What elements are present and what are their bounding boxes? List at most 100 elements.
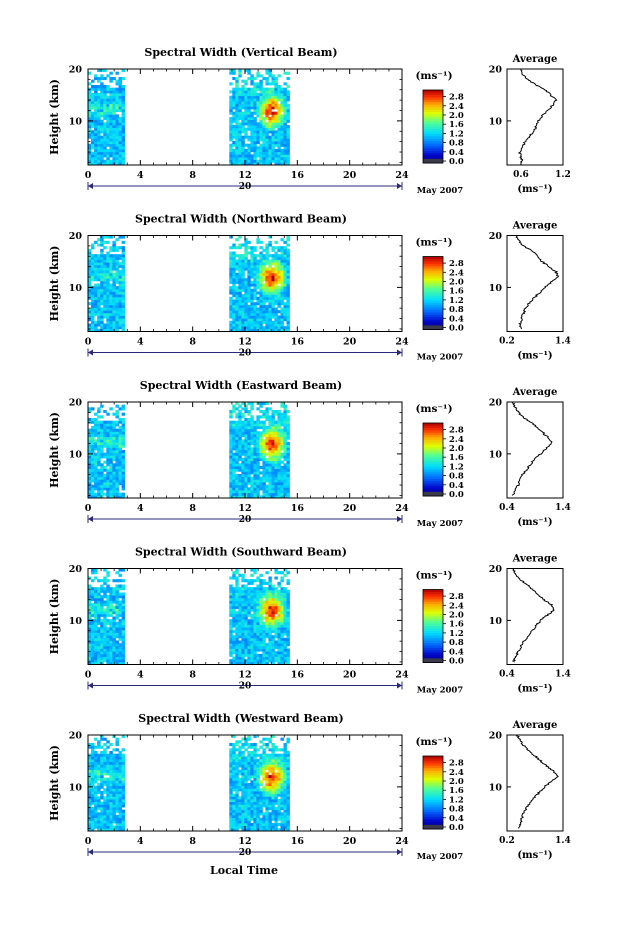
heatmap-cell bbox=[262, 119, 266, 123]
heatmap-cell bbox=[238, 645, 242, 649]
heatmap-cell bbox=[259, 619, 263, 623]
heatmap-cell bbox=[106, 637, 110, 641]
heatmap-cell bbox=[235, 246, 239, 250]
heatmap-cell bbox=[250, 304, 254, 308]
heatmap-cell bbox=[100, 801, 104, 805]
heatmap-cell bbox=[283, 315, 287, 319]
heatmap-cell bbox=[121, 302, 126, 306]
heatmap-cell bbox=[238, 587, 242, 591]
heatmap-cell bbox=[280, 434, 284, 438]
heatmap-cell bbox=[100, 627, 104, 631]
heatmap-cell bbox=[100, 256, 104, 260]
heatmap-cell bbox=[286, 235, 290, 239]
heatmap-cell bbox=[283, 637, 287, 641]
heatmap-cell bbox=[250, 605, 254, 609]
heatmap-cell bbox=[238, 426, 242, 430]
heatmap-cell bbox=[271, 146, 275, 150]
heatmap-cell bbox=[277, 627, 281, 631]
heatmap-cell bbox=[241, 135, 245, 139]
heatmap-cell bbox=[253, 98, 257, 102]
heatmap-cell bbox=[109, 823, 113, 827]
heatmap-cell bbox=[250, 162, 254, 166]
x-tick-label: 0 bbox=[85, 337, 92, 348]
heatmap-cell bbox=[286, 151, 290, 155]
heatmap-cell bbox=[106, 608, 110, 612]
heatmap-cell bbox=[115, 127, 119, 131]
colorbar-segment bbox=[423, 589, 443, 593]
heatmap-cell bbox=[118, 780, 122, 784]
heatmap-cell bbox=[283, 138, 287, 142]
heatmap-cell bbox=[232, 141, 236, 145]
heatmap-cell bbox=[115, 793, 119, 797]
heatmap-cell bbox=[91, 796, 95, 800]
heatmap-cell bbox=[229, 122, 233, 126]
heatmap-cell bbox=[241, 157, 245, 161]
heatmap-cell bbox=[259, 613, 263, 617]
heatmap-cell bbox=[235, 426, 239, 430]
heatmap-cell bbox=[277, 444, 281, 448]
heatmap-cell bbox=[106, 439, 110, 443]
heatmap-cell bbox=[283, 251, 287, 255]
heatmap-cell bbox=[100, 605, 104, 609]
heatmap-cell bbox=[94, 463, 98, 467]
heatmap-cell bbox=[274, 278, 278, 282]
heatmap-cell bbox=[115, 820, 119, 824]
colorbar-segment bbox=[423, 256, 443, 260]
heatmap-cell bbox=[121, 767, 126, 771]
heatmap-cell bbox=[244, 243, 248, 247]
colorbar-segment bbox=[423, 116, 443, 120]
heatmap-cell bbox=[268, 328, 272, 332]
heatmap-cell bbox=[283, 828, 287, 832]
heatmap-cell bbox=[94, 772, 98, 776]
heatmap-cell bbox=[115, 130, 119, 134]
heatmap-cell bbox=[235, 490, 239, 494]
heatmap-cell bbox=[244, 133, 248, 137]
heatmap-cell bbox=[235, 444, 239, 448]
heatmap-cell bbox=[259, 310, 263, 314]
heatmap-cell bbox=[256, 613, 260, 617]
heatmap-cell bbox=[268, 640, 272, 644]
heatmap-cell bbox=[88, 466, 92, 470]
heatmap-cell bbox=[232, 820, 236, 824]
heatmap-cell bbox=[253, 627, 257, 631]
heatmap-cell bbox=[118, 262, 122, 266]
heatmap-cell bbox=[121, 404, 126, 408]
heatmap-cell bbox=[91, 143, 95, 147]
heatmap-cell bbox=[112, 434, 116, 438]
heatmap-cell bbox=[232, 619, 236, 623]
heatmap-cell bbox=[109, 490, 113, 494]
heatmap-cell bbox=[286, 294, 290, 298]
heatmap-cell bbox=[121, 254, 126, 258]
heatmap-cell bbox=[94, 809, 98, 813]
heatmap-cell bbox=[112, 264, 116, 268]
heatmap-cell bbox=[106, 133, 110, 137]
heatmap-cell bbox=[238, 436, 242, 440]
heatmap-cell bbox=[88, 122, 92, 126]
heatmap-cell bbox=[286, 444, 290, 448]
heatmap-cell bbox=[256, 584, 260, 588]
heatmap-cell bbox=[118, 272, 122, 276]
heatmap-cell bbox=[259, 589, 263, 593]
heatmap-cell bbox=[91, 492, 95, 496]
heatmap-cell bbox=[265, 286, 269, 290]
heatmap-cell bbox=[109, 141, 113, 145]
heatmap-cell bbox=[262, 101, 266, 105]
heatmap-cell bbox=[106, 235, 110, 239]
heatmap-cell bbox=[106, 262, 110, 266]
heatmap-cell bbox=[265, 471, 269, 475]
heatmap-cell bbox=[262, 447, 266, 451]
heatmap-cell bbox=[121, 640, 126, 644]
heatmap-cell bbox=[241, 256, 245, 260]
heatmap-cell bbox=[229, 71, 233, 75]
heatmap-cell bbox=[238, 463, 242, 467]
heatmap-cell bbox=[106, 579, 110, 583]
heatmap-cell bbox=[100, 296, 104, 300]
profile-title: Average bbox=[512, 387, 558, 398]
heatmap-cell bbox=[280, 328, 284, 332]
heatmap-cell bbox=[121, 817, 126, 821]
heatmap-cell bbox=[277, 450, 281, 454]
heatmap-cell bbox=[91, 307, 95, 311]
heatmap-cell bbox=[247, 296, 251, 300]
heatmap-cell bbox=[253, 117, 257, 121]
heatmap-cell bbox=[247, 442, 251, 446]
